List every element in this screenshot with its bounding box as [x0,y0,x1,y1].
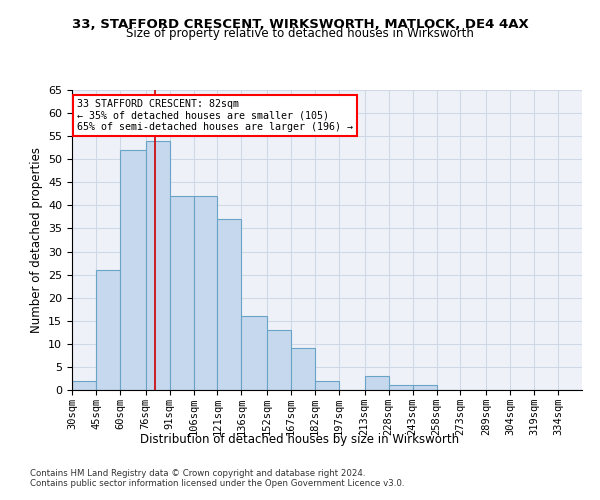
Bar [291,348,315,390]
Bar [194,196,217,390]
Bar [267,330,291,390]
Text: 33 STAFFORD CRESCENT: 82sqm
← 35% of detached houses are smaller (105)
65% of se: 33 STAFFORD CRESCENT: 82sqm ← 35% of det… [77,99,353,132]
Text: Distribution of detached houses by size in Wirksworth: Distribution of detached houses by size … [140,432,460,446]
Bar [96,270,120,390]
Bar [120,150,146,390]
Y-axis label: Number of detached properties: Number of detached properties [29,147,43,333]
Bar [315,381,339,390]
Text: 33, STAFFORD CRESCENT, WIRKSWORTH, MATLOCK, DE4 4AX: 33, STAFFORD CRESCENT, WIRKSWORTH, MATLO… [71,18,529,30]
Bar [413,386,437,390]
Bar [146,141,170,390]
Bar [72,381,96,390]
Bar [241,316,267,390]
Bar [389,386,413,390]
Bar [217,219,241,390]
Text: Contains public sector information licensed under the Open Government Licence v3: Contains public sector information licen… [30,478,404,488]
Text: Contains HM Land Registry data © Crown copyright and database right 2024.: Contains HM Land Registry data © Crown c… [30,468,365,477]
Bar [365,376,389,390]
Text: Size of property relative to detached houses in Wirksworth: Size of property relative to detached ho… [126,28,474,40]
Bar [170,196,194,390]
